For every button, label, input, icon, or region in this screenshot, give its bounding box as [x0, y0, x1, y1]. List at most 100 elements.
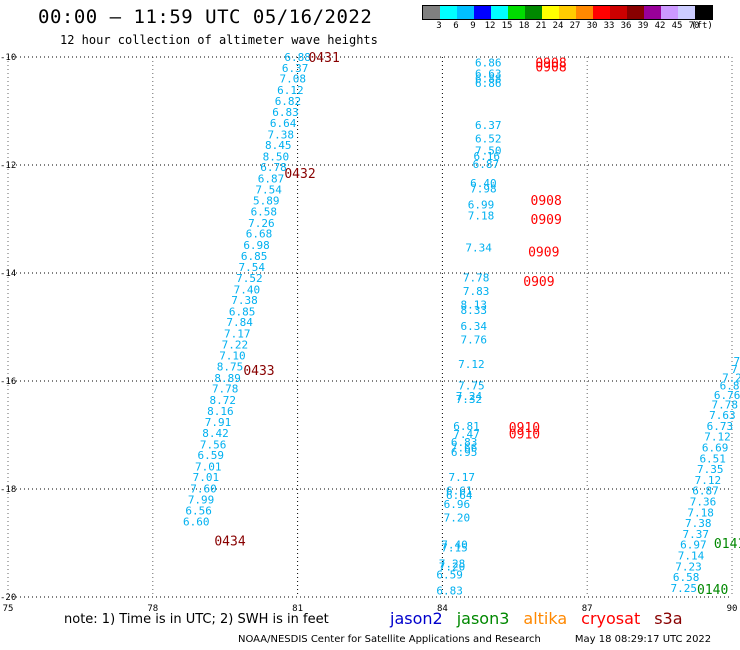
y-axis-label: -14 [0, 269, 16, 279]
wave-height-label: 7.17 [448, 471, 475, 484]
legend-swatch [559, 6, 576, 19]
legend-swatch [593, 6, 610, 19]
wave-height-label: 7.20 [439, 560, 466, 573]
wave-height-label: 6.88 [284, 51, 311, 64]
wave-height-label: 7.91 [205, 416, 232, 429]
wave-height-label: 6.83 [451, 436, 478, 449]
wave-height-label: 7 [731, 363, 738, 376]
wave-height-label: 6.60 [183, 515, 210, 528]
satellite-jason2: jason2 [390, 609, 443, 628]
wave-height-label: 7.12 [704, 431, 731, 444]
wave-height-label: 6.58 [673, 571, 700, 584]
pass-time-label: 0908 [531, 194, 562, 209]
wave-height-label: 6.87 [258, 173, 285, 186]
pass-time-label: 0431 [308, 51, 339, 66]
wave-height-label: 7.76 [461, 334, 488, 347]
map-grid [7, 56, 733, 598]
satellite-jason3: jason3 [456, 609, 510, 628]
wave-height-label: 6.68 [246, 228, 273, 241]
wave-height-label: 6.40 [470, 177, 497, 190]
x-axis-label: 87 [582, 604, 593, 614]
wave-height-label: 6.85 [229, 305, 256, 318]
legend-label: 18 [518, 21, 530, 31]
legend-swatches [422, 5, 713, 20]
wave-height-label: 6.98 [243, 239, 270, 252]
wave-height-label: 6.58 [251, 206, 278, 219]
pass-time-label: 0909 [528, 245, 559, 260]
wave-height-label: 6.64 [270, 117, 297, 130]
axis-labels: 75 78 81 84 87 90 -10 -12 -14 -16 -18 -20 [0, 53, 737, 614]
pass-time-label: 0908 [535, 56, 566, 71]
wave-height-label: 7.15 [441, 541, 468, 554]
pass-time-label: 0908 [535, 61, 566, 76]
wave-height-label: 6.37 [282, 62, 309, 75]
wave-height-label: 8.72 [210, 394, 237, 407]
wave-height-label: 7.08 [280, 73, 307, 86]
legend-label: (ft) [691, 21, 713, 31]
legend-swatch [474, 6, 491, 19]
legend-swatch [695, 6, 712, 19]
legend-label: 39 [637, 21, 649, 31]
wave-height-label: 7 [734, 355, 740, 368]
wave-height-label: 6.61 [446, 485, 473, 498]
wave-height-label: 6.12 [277, 84, 304, 97]
page-subtitle: 12 hour collection of altimeter wave hei… [60, 33, 378, 47]
wave-height-label: 7.38 [267, 128, 294, 141]
wave-height-label: 6.73 [707, 420, 734, 433]
wave-height-label: 7.54 [255, 183, 282, 196]
pass-time-label: 0433 [243, 364, 274, 379]
satellite-altika: altika [523, 609, 568, 628]
wave-height-label: 6.56 [185, 505, 212, 518]
footer-credit: NOAA/NESDIS Center for Satellite Applica… [238, 634, 541, 645]
wave-height-label: 7.22 [222, 338, 249, 351]
wave-height-label: 7.84 [226, 316, 253, 329]
x-axis-label: 75 [3, 604, 14, 614]
legend-label: 70 [688, 21, 700, 31]
legend-label: 21 [535, 21, 547, 31]
wave-height-label: 8.42 [202, 427, 229, 440]
legend-swatch [576, 6, 593, 19]
wave-height-label: 7.18 [468, 209, 495, 222]
y-axis-label: -10 [0, 53, 16, 63]
x-axis-label: 84 [437, 604, 448, 614]
y-axis-label: -12 [0, 161, 16, 171]
legend-swatch [610, 6, 627, 19]
wave-height-label: 7.12 [458, 358, 485, 371]
y-axis-label: -20 [0, 593, 16, 603]
wave-height-label: 6.99 [468, 199, 495, 212]
legend-swatch [661, 6, 678, 19]
wave-height-label: 7.35 [697, 463, 724, 476]
x-axis-label: 90 [727, 604, 738, 614]
wave-height-label: 7.17 [224, 328, 251, 341]
wave-height-label: 8.75 [217, 361, 244, 374]
legend-label: 24 [552, 21, 564, 31]
legend-label: 3 [436, 21, 442, 31]
wave-height-label: 7.63 [709, 409, 736, 422]
wave-height-label: 6.95 [451, 446, 478, 459]
wave-height-label: 6.16 [474, 150, 501, 163]
legend-swatch [491, 6, 508, 19]
legend-swatch [423, 6, 440, 19]
pass-time-label: 0141 [714, 537, 740, 552]
wave-height-label: 7.10 [219, 350, 246, 363]
wave-height-label: 8.16 [207, 405, 234, 418]
wave-height-label: 6.63 [475, 67, 502, 80]
wave-height-label: 7.18 [687, 506, 714, 519]
pass-time-label: 0910 [509, 421, 540, 436]
wave-height-label: 8.50 [263, 150, 290, 163]
wave-height-label: 6.86 [475, 77, 502, 90]
wave-height-label: 7.99 [188, 493, 215, 506]
wave-height-label: 7.36 [690, 496, 717, 509]
wave-height-label: 6.52 [475, 133, 502, 146]
legend-swatch [678, 6, 695, 19]
y-axis-label: -16 [0, 377, 16, 387]
footer-timestamp: May 18 08:29:17 UTC 2022 [574, 634, 712, 645]
wave-height-label: 8.13 [461, 298, 488, 311]
legend-swatch [627, 6, 644, 19]
pass-time-label: 0140 [697, 583, 728, 598]
x-axis-label: 78 [147, 604, 158, 614]
legend-label: 45 [671, 21, 683, 31]
wave-height-label: 8.89 [214, 372, 241, 385]
pass-time-label: 0909 [531, 213, 562, 228]
